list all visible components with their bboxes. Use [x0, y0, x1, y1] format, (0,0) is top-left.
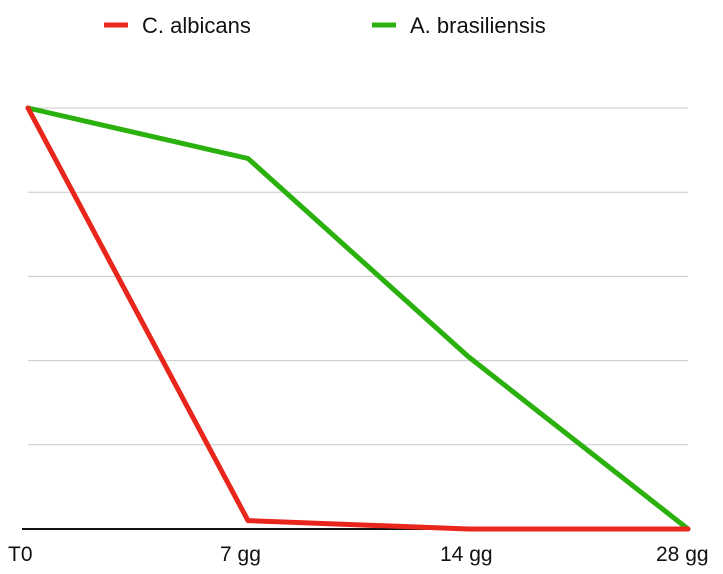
x-tick-label-14gg: 14 gg [440, 543, 493, 566]
series-line-c-albicans [25, 105, 691, 532]
x-tick-label-t0: T0 [8, 543, 33, 566]
x-tick-labels: T0 7 gg 14 gg 28 gg [8, 543, 709, 566]
series-line-a-brasiliensis [25, 105, 691, 532]
legend: C. albicans A. brasiliensis [104, 13, 546, 38]
x-tick-label-28gg: 28 gg [656, 543, 709, 566]
x-tick-label-7gg: 7 gg [220, 543, 261, 566]
series-lines [25, 105, 691, 532]
legend-item-c-albicans: C. albicans [104, 13, 251, 38]
legend-label-a-brasiliensis: A. brasiliensis [410, 13, 546, 38]
gridlines [28, 107, 688, 446]
legend-label-c-albicans: C. albicans [142, 13, 251, 38]
legend-item-a-brasiliensis: A. brasiliensis [372, 13, 546, 38]
